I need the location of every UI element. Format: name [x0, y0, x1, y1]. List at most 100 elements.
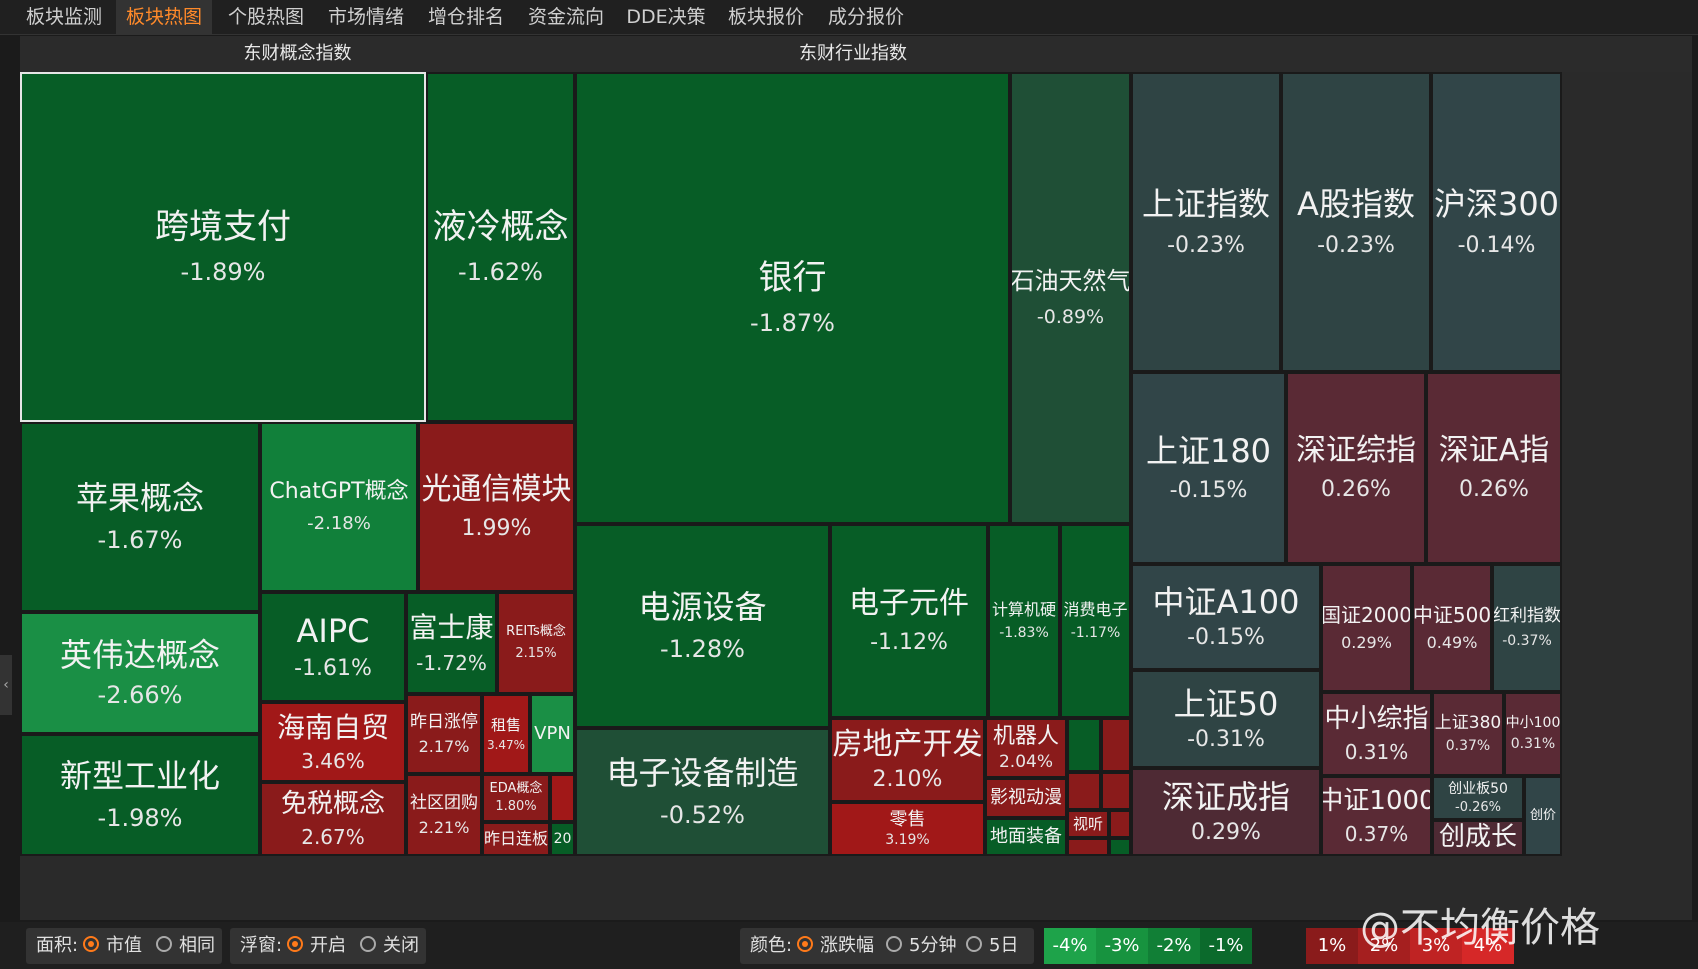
- heatmap-tile[interactable]: 红利指数 -0.37%: [1492, 564, 1562, 692]
- tile-change: -1.12%: [870, 629, 948, 655]
- area-equal-radio[interactable]: [156, 936, 172, 952]
- tile-name: 昨日连板: [484, 829, 549, 849]
- heatmap-tile[interactable]: A股指数 -0.23%: [1281, 72, 1431, 372]
- heatmap-tile[interactable]: 20: [550, 822, 575, 856]
- heatmap-tile[interactable]: 影视动漫: [985, 778, 1067, 818]
- heatmap-tile[interactable]: ChatGPT概念 -2.18%: [260, 422, 418, 592]
- tab-fund-flow[interactable]: 资金流向: [527, 6, 604, 28]
- tile-change: 0.29%: [1191, 820, 1261, 845]
- heatmap-tile[interactable]: 跨境支付 -1.89%: [20, 72, 426, 422]
- heatmap-tile[interactable]: 房地产开发 2.10%: [830, 718, 985, 802]
- heatmap-tile[interactable]: 零售 3.19%: [830, 802, 985, 856]
- area-equal-label[interactable]: 相同: [179, 935, 215, 956]
- heatmap-tile[interactable]: 上证380 0.37%: [1432, 692, 1504, 776]
- color-5day-radio[interactable]: [966, 936, 982, 952]
- section-header-concept: 东财概念指数: [20, 36, 577, 72]
- tile-name: 免税概念: [280, 789, 385, 820]
- heatmap-tile[interactable]: 机器人 2.04%: [985, 718, 1067, 778]
- heatmap-tile[interactable]: 电源设备 -1.28%: [575, 524, 830, 728]
- heatmap-tile[interactable]: 英伟达概念 -2.66%: [20, 612, 260, 734]
- heatmap-tile[interactable]: VPN: [530, 694, 575, 774]
- heatmap-tile[interactable]: 电子设备制造 -0.52%: [575, 728, 830, 856]
- heatmap-tile[interactable]: 中小综指 0.31%: [1321, 692, 1432, 776]
- heatmap-tile[interactable]: 创成长: [1432, 820, 1524, 856]
- heatmap-tile[interactable]: 社区团购 2.21%: [406, 774, 482, 856]
- heatmap-tile[interactable]: 昨日连板: [482, 822, 550, 856]
- tab-sector-monitor[interactable]: 板块监测: [25, 6, 102, 28]
- heatmap-tile[interactable]: 富士康 -1.72%: [406, 592, 497, 694]
- color-5min-label[interactable]: 5分钟: [909, 935, 957, 956]
- heatmap-tile[interactable]: 中证1000 0.37%: [1321, 776, 1432, 856]
- heatmap-tile[interactable]: [1101, 772, 1131, 810]
- heatmap-tile[interactable]: 光通信模块 1.99%: [418, 422, 575, 592]
- float-off-radio[interactable]: [360, 936, 376, 952]
- color-5day-label[interactable]: 5日: [989, 935, 1019, 956]
- float-on-radio[interactable]: [287, 936, 303, 952]
- heatmap-tile[interactable]: 中小100 0.31%: [1504, 692, 1562, 776]
- heatmap-tile[interactable]: 上证50 -0.31%: [1131, 670, 1321, 768]
- heatmap-tile[interactable]: 深证成指 0.29%: [1131, 768, 1321, 856]
- heatmap-tile[interactable]: 深证综指 0.26%: [1286, 372, 1426, 564]
- heatmap-tile[interactable]: 中证500 0.49%: [1412, 564, 1492, 692]
- float-off-label[interactable]: 关闭: [383, 935, 419, 956]
- heatmap-tile[interactable]: 上证180 -0.15%: [1131, 372, 1286, 564]
- heatmap-tile[interactable]: [1101, 718, 1131, 772]
- tile-change: -0.15%: [1169, 478, 1248, 503]
- heatmap-tile[interactable]: [1067, 718, 1101, 772]
- tab-sector-quote[interactable]: 板块报价: [727, 6, 804, 28]
- tab-dde-decision[interactable]: DDE决策: [626, 6, 706, 28]
- heatmap-tile[interactable]: 创价: [1524, 776, 1562, 856]
- heatmap-tile[interactable]: [1067, 772, 1101, 810]
- tile-name: EDA概念: [489, 781, 543, 797]
- heatmap-tile[interactable]: 计算机硬 -1.83%: [988, 524, 1060, 718]
- heatmap-tile[interactable]: 中证A100 -0.15%: [1131, 564, 1321, 670]
- area-marketcap-radio[interactable]: [83, 936, 99, 952]
- heatmap-tile[interactable]: 地面装备: [985, 818, 1067, 856]
- collapse-handle[interactable]: ‹: [0, 655, 12, 715]
- section-header-industry: 东财行业指数: [575, 36, 1133, 72]
- heatmap-tile[interactable]: 银行 -1.87%: [575, 72, 1010, 524]
- tile-name: 苹果概念: [75, 479, 204, 518]
- heatmap-tile[interactable]: 新型工业化 -1.98%: [20, 734, 260, 856]
- heatmap-tile[interactable]: 沪深300 -0.14%: [1431, 72, 1562, 372]
- heatmap-tile[interactable]: AIPC -1.61%: [260, 592, 406, 702]
- tab-market-sentiment[interactable]: 市场情绪: [327, 6, 404, 28]
- heatmap-tile[interactable]: 国证2000 0.29%: [1321, 564, 1412, 692]
- color-change-label[interactable]: 涨跌幅: [820, 935, 874, 956]
- tile-change: 1.80%: [495, 799, 537, 814]
- tab-stock-heatmap[interactable]: 个股热图: [227, 6, 304, 28]
- color-change-radio[interactable]: [797, 936, 813, 952]
- legend-swatch: 1%: [1306, 928, 1358, 964]
- heatmap-tile[interactable]: 石油天然气 -0.89%: [1010, 72, 1131, 524]
- heatmap-tile[interactable]: 租售 3.47%: [482, 694, 530, 774]
- heatmap-tile[interactable]: 深证A指 0.26%: [1426, 372, 1562, 564]
- heatmap-tile[interactable]: 苹果概念 -1.67%: [20, 422, 260, 612]
- heatmap-tile[interactable]: [550, 774, 575, 822]
- tile-change: 0.31%: [1510, 736, 1556, 752]
- heatmap-tile[interactable]: 免税概念 2.67%: [260, 782, 406, 856]
- tile-change: 2.10%: [872, 766, 943, 792]
- area-option-group: 面积: 市值 相同: [26, 928, 222, 964]
- heatmap-tile[interactable]: REITs概念 2.15%: [497, 592, 575, 694]
- color-label: 颜色:: [750, 935, 793, 956]
- heatmap-tile[interactable]: 液冷概念 -1.62%: [426, 72, 575, 422]
- heatmap-tile[interactable]: 电子元件 -1.12%: [830, 524, 988, 718]
- float-on-label[interactable]: 开启: [310, 935, 346, 956]
- heatmap-tile[interactable]: 消费电子 -1.17%: [1060, 524, 1131, 718]
- tab-sector-heatmap[interactable]: 板块热图: [116, 0, 212, 34]
- tab-component-quote[interactable]: 成分报价: [827, 6, 904, 28]
- heatmap-tile[interactable]: EDA概念 1.80%: [482, 774, 550, 822]
- color-5min-radio[interactable]: [886, 936, 902, 952]
- heatmap-tile[interactable]: 视听: [1067, 810, 1109, 838]
- heatmap-tile[interactable]: 海南自贸 3.46%: [260, 702, 406, 782]
- heatmap-tile[interactable]: 创业板50 -0.26%: [1432, 776, 1524, 820]
- heatmap-tile[interactable]: [1109, 838, 1131, 856]
- area-marketcap-label[interactable]: 市值: [106, 935, 142, 956]
- tab-position-ranking[interactable]: 增仓排名: [427, 6, 504, 28]
- heatmap-tile[interactable]: 上证指数 -0.23%: [1131, 72, 1281, 372]
- tile-change: -0.26%: [1455, 799, 1501, 815]
- heatmap-tile[interactable]: 昨日涨停 2.17%: [406, 694, 482, 774]
- heatmap-tile[interactable]: [1109, 810, 1131, 838]
- tile-change: 0.29%: [1341, 633, 1392, 653]
- heatmap-tile[interactable]: [1067, 838, 1109, 856]
